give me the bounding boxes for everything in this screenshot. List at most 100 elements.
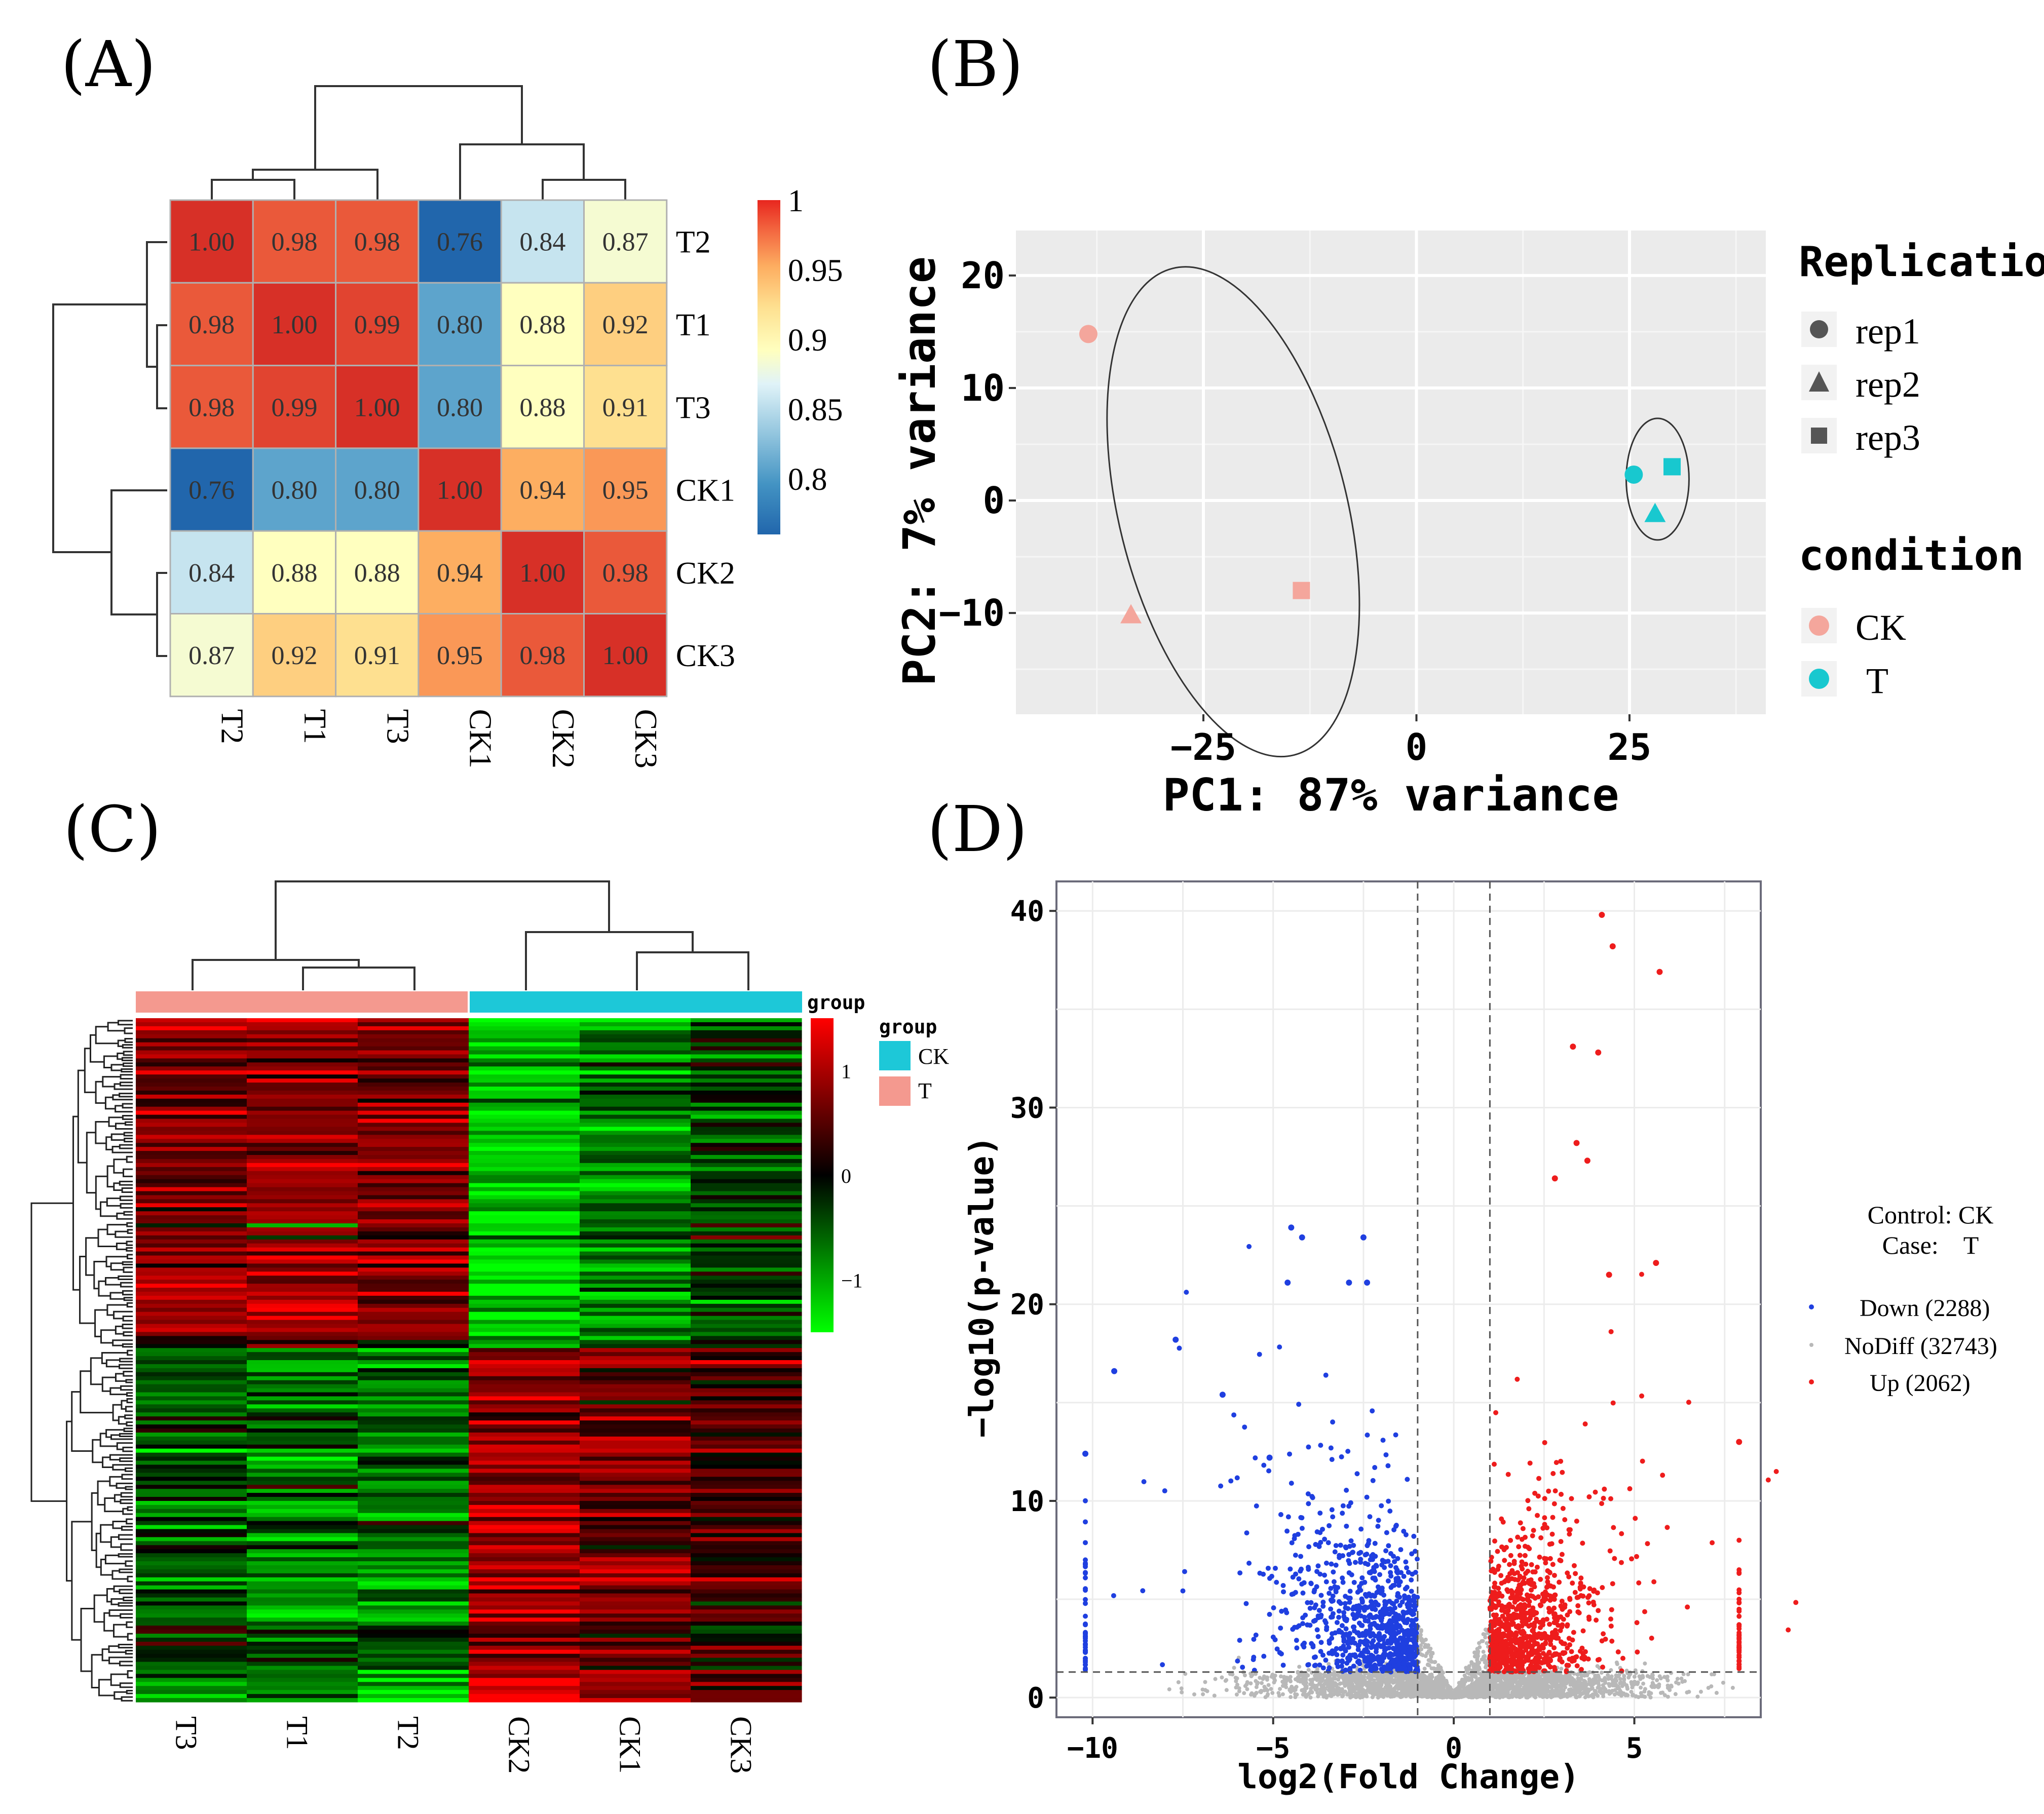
panel-c-heatmap-cell	[358, 1493, 469, 1497]
panel-c-heatmap-cell	[358, 1167, 469, 1172]
panel-c-heatmap-cell	[469, 1215, 580, 1220]
panel-a-cell-value: 0.95	[602, 476, 649, 505]
panel-c-heatmap-cell	[580, 1324, 691, 1329]
panel-c-heatmap-cell	[469, 1127, 580, 1131]
panel-d-point-down	[1360, 1639, 1366, 1645]
panel-d-point-down	[1350, 1550, 1355, 1555]
panel-c-heatmap-cell	[469, 1384, 580, 1389]
panel-d-point-nodiff	[1666, 1683, 1670, 1688]
panel-c-heatmap-cell	[469, 1513, 580, 1518]
panel-c-heatmap-cell	[469, 1634, 580, 1638]
panel-d-point-nodiff	[1368, 1678, 1373, 1682]
panel-d-point-down	[1333, 1543, 1339, 1549]
panel-d-point-nodiff	[1242, 1673, 1247, 1678]
panel-c-heatmap-cell	[691, 1219, 802, 1224]
panel-c-heatmap-cell	[247, 1087, 358, 1091]
panel-d-point-nodiff	[1348, 1678, 1353, 1682]
panel-d-point-nodiff	[1472, 1662, 1477, 1667]
panel-d-point-down	[1340, 1503, 1346, 1509]
panel-c-heatmap-cell	[247, 1299, 358, 1304]
panel-d-point-nodiff	[1491, 1681, 1495, 1685]
panel-d-point-nodiff	[1593, 1673, 1598, 1678]
panel-d-point-nodiff	[1438, 1684, 1443, 1689]
panel-d-point-down	[1347, 1589, 1353, 1594]
panel-c-heatmap-cell	[580, 1026, 691, 1031]
panel-c-heatmap-cell	[469, 1473, 580, 1477]
panel-c-heatmap-cell	[469, 1662, 580, 1667]
panel-c-heatmap-cell	[469, 1509, 580, 1514]
panel-c-heatmap-cell	[580, 1464, 691, 1470]
panel-d-point-nodiff	[1489, 1691, 1494, 1696]
panel-b-point-t-rep2	[1644, 503, 1666, 522]
panel-c-heatmap-cell	[691, 1171, 802, 1176]
panel-c-heatmap-cell	[691, 1235, 802, 1240]
panel-a-colorbar-tick: 0.85	[788, 393, 843, 428]
panel-c-heatmap-cell	[691, 1271, 802, 1276]
panel-c-heatmap-cell	[247, 1601, 358, 1606]
panel-c-heatmap-cell	[247, 1159, 358, 1164]
panel-a-cell-value: 0.94	[437, 559, 483, 588]
panel-c-heatmap-cell	[358, 1637, 469, 1642]
panel-d-point-down	[1369, 1622, 1375, 1627]
panel-d-point-down	[1329, 1507, 1335, 1513]
panel-d-point-nodiff	[1425, 1644, 1430, 1649]
panel-d-point-nodiff	[1394, 1686, 1398, 1690]
panel-d-point-down	[1340, 1579, 1346, 1585]
panel-c-heatmap-cell	[691, 1597, 802, 1602]
panel-c-heatmap-cell	[247, 1276, 358, 1280]
panel-c-heatmap-cell	[358, 1114, 469, 1120]
panel-c-heatmap-cell	[580, 1396, 691, 1401]
panel-d-point-down	[1254, 1503, 1259, 1509]
panel-b-x-tick-label: 25	[1608, 726, 1652, 768]
panel-a-col-label: T1	[297, 709, 332, 744]
panel-c-heatmap-cell	[580, 1404, 691, 1409]
panel-d-point-nodiff	[1324, 1695, 1329, 1700]
panel-d-point-down	[1340, 1511, 1345, 1516]
panel-c-heatmap-cell	[691, 1448, 802, 1453]
panel-d-point-nodiff	[1490, 1688, 1494, 1692]
panel-c-heatmap-cell	[358, 1151, 469, 1155]
panel-c-heatmap-cell	[580, 1163, 691, 1168]
panel-d-point-nodiff	[1578, 1685, 1582, 1690]
panel-label-c: (C)	[63, 793, 161, 866]
panel-d-point-nodiff	[1203, 1680, 1207, 1684]
panel-d-point-down	[1180, 1588, 1186, 1594]
panel-c-heatmap-cell	[469, 1690, 580, 1694]
panel-c-heatmap-cell	[580, 1087, 691, 1091]
panel-c-heatmap-cell	[580, 1267, 691, 1272]
panel-d-point-nodiff	[1417, 1691, 1422, 1696]
panel-c-heatmap-cell	[358, 1448, 469, 1453]
panel-c-heatmap-cell	[136, 1674, 247, 1678]
panel-d-point-nodiff	[1192, 1692, 1196, 1696]
panel-c-heatmap-cell	[580, 1521, 691, 1526]
panel-d-point-down	[1261, 1653, 1267, 1659]
panel-d-point-down	[1407, 1607, 1412, 1613]
panel-c-heatmap-cell	[469, 1376, 580, 1381]
panel-c-heatmap-cell	[691, 1485, 802, 1489]
panel-d-point-nodiff	[1288, 1675, 1293, 1679]
panel-c-heatmap-cell	[691, 1497, 802, 1501]
panel-d-point-nodiff	[1592, 1677, 1596, 1682]
panel-c-heatmap-cell	[136, 1517, 247, 1522]
panel-c-heatmap-cell	[691, 1215, 802, 1220]
panel-c-heatmap-cell	[580, 1102, 691, 1107]
panel-d-point-nodiff	[1603, 1688, 1607, 1692]
panel-c-heatmap-cell	[136, 1601, 247, 1606]
panel-b-y-tick-label: 20	[961, 254, 1005, 297]
panel-c-heatmap-cell	[247, 1698, 358, 1703]
panel-d-point-nodiff	[1635, 1682, 1640, 1686]
panel-c-heatmap-cell	[247, 1622, 358, 1626]
panel-c-heatmap-cell	[358, 1050, 469, 1055]
panel-a-cell	[418, 365, 502, 449]
panel-d-point-nodiff	[1366, 1687, 1371, 1691]
panel-d-point-down	[1411, 1533, 1417, 1539]
panel-d-point-down	[1404, 1657, 1410, 1663]
legend-rep1-circle-icon	[1810, 320, 1828, 338]
panel-a-cell-value: 1.00	[354, 393, 400, 422]
panel-c-heatmap-cell	[691, 1412, 802, 1417]
panel-c-heatmap-cell	[136, 1448, 247, 1453]
panel-c-heatmap-cell	[580, 1533, 691, 1538]
panel-a-cell	[500, 447, 585, 532]
panel-d-point-nodiff	[1335, 1686, 1340, 1691]
panel-d-point-nodiff	[1383, 1689, 1388, 1694]
